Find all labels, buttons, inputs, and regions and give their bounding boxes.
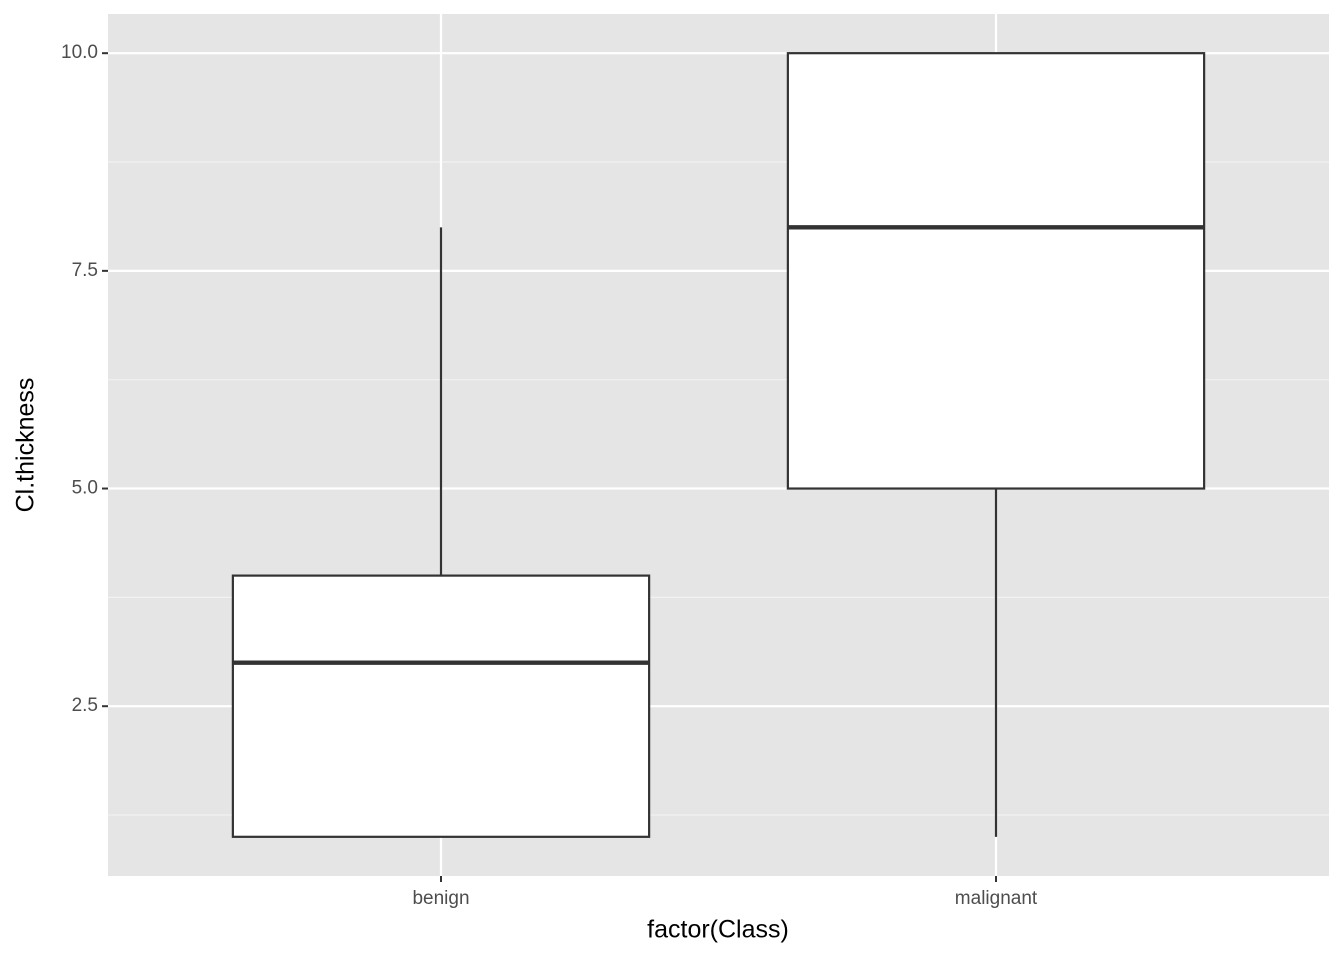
y-tick-label: 2.5: [72, 695, 98, 716]
y-axis-title: Cl.thickness: [12, 378, 40, 513]
x-tick-label: benign: [412, 888, 469, 909]
y-tick-label: 10.0: [61, 42, 98, 63]
x-axis-title: factor(Class): [647, 916, 789, 944]
x-tick-label: malignant: [955, 888, 1038, 909]
box: [231, 574, 651, 838]
y-tick-label: 5.0: [72, 478, 98, 499]
y-tick-label: 7.5: [72, 260, 98, 281]
box: [786, 52, 1206, 490]
